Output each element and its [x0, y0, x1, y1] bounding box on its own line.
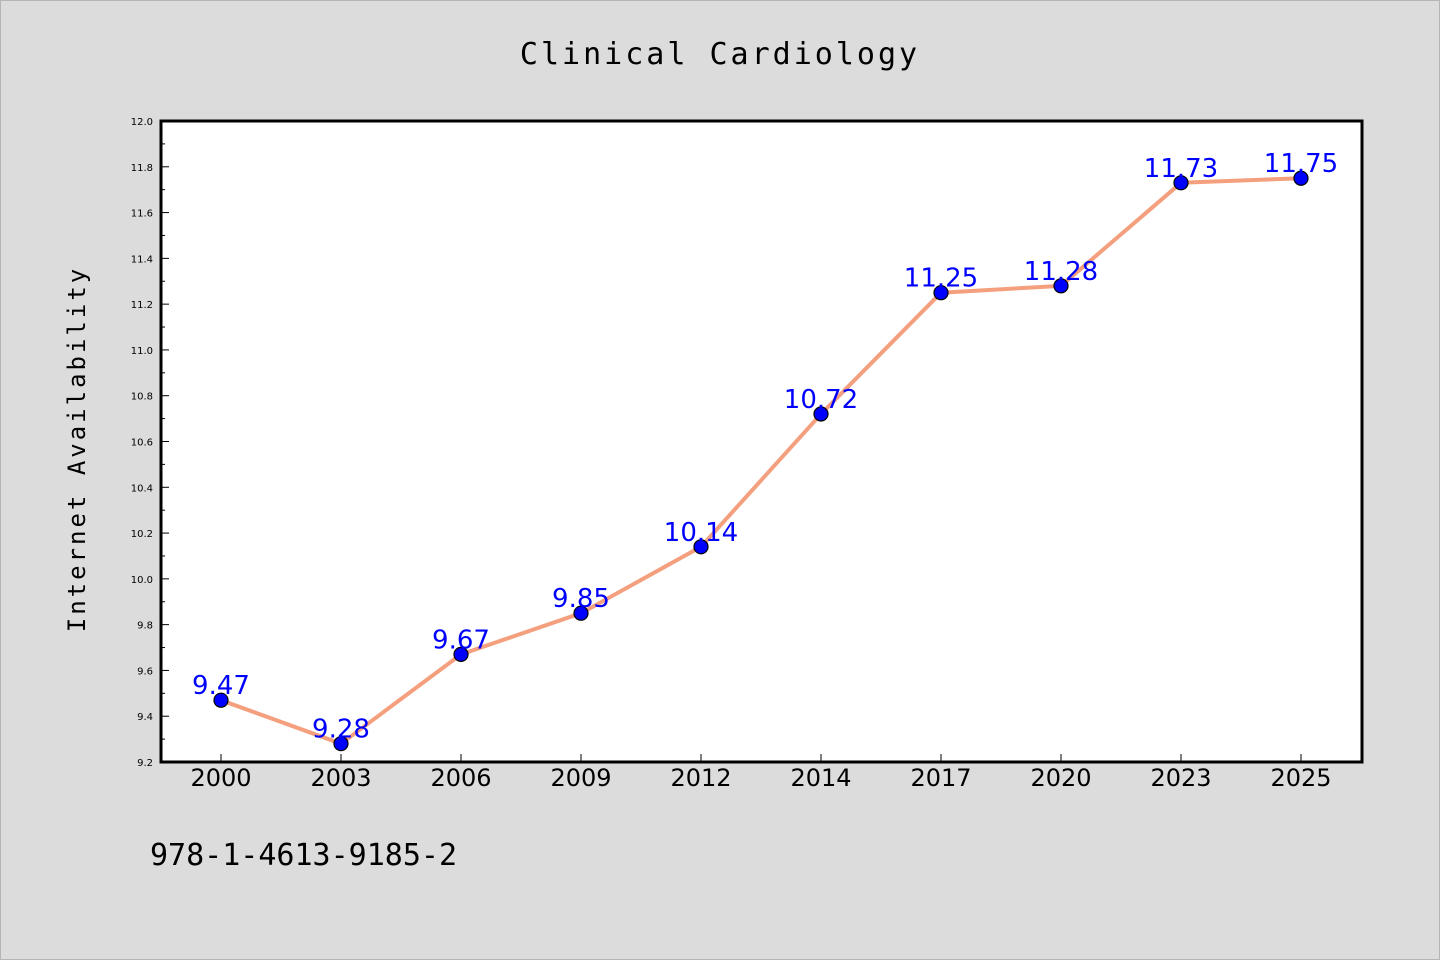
data-point: [1173, 175, 1189, 191]
x-tick-label: 2014: [790, 764, 851, 792]
data-label: 9.67: [432, 625, 490, 655]
y-tick-label: 11.8: [131, 163, 153, 174]
y-tick-label: 11.2: [131, 300, 153, 311]
y-axis-label: Internet Availability: [63, 266, 91, 632]
x-tick-label: 2020: [1030, 764, 1091, 792]
y-tick-label: 9.8: [137, 621, 153, 632]
x-tick-label: 2006: [430, 764, 491, 792]
y-tick-label: 10.8: [131, 392, 153, 403]
y-tick-label: 11.4: [131, 254, 153, 265]
x-axis: 2000 2003 2006 2009 2012 2014 2017 2020 2023 2025: [190, 754, 1332, 792]
data-point: [213, 692, 229, 708]
y-tick-label: 11.6: [131, 209, 153, 220]
series-layer: 9.47 9.28 9.67 9.85 10.14 10.72 11.25 11.28 11.7…: [192, 149, 1338, 752]
data-point: [693, 539, 709, 555]
y-tick-label: 12.0: [131, 117, 153, 128]
y-tick-label: 10.0: [131, 575, 153, 586]
chart-title: Clinical Cardiology: [520, 37, 920, 72]
y-tick-label: 11.0: [131, 346, 153, 357]
data-label: 10.14: [664, 518, 738, 548]
y-tick-label: 10.6: [131, 438, 153, 449]
x-tick-label: 2003: [310, 764, 371, 792]
y-tick-label: 9.6: [137, 666, 153, 677]
y-tick-label: 9.4: [137, 712, 153, 723]
data-point: [453, 646, 469, 663]
y-tick-label: 10.2: [131, 529, 153, 540]
data-point: [1053, 278, 1069, 294]
data-label: 10.72: [784, 385, 858, 415]
data-label: 9.28: [312, 715, 370, 745]
x-tick-label: 2000: [190, 764, 251, 792]
data-point: [573, 605, 589, 621]
isbn-text: 978-1-4613-9185-2: [150, 838, 457, 873]
data-label: 11.28: [1024, 257, 1098, 287]
y-tick-label: 10.4: [131, 483, 153, 494]
series-line: [219, 176, 1303, 746]
data-point: [813, 406, 829, 422]
y-axis: 9.2 9.4 9.6 9.8 10.0 10.2 10.4 10.6 10.8 11.0 11.2…: [131, 117, 169, 769]
y-tick-label: 9.2: [137, 758, 153, 769]
x-tick-label: 2023: [1150, 764, 1211, 792]
data-label: 11.73: [1144, 154, 1218, 184]
data-label: 11.75: [1264, 149, 1338, 179]
x-tick-label: 2025: [1270, 764, 1331, 792]
data-point: [1293, 170, 1309, 186]
plot-area: [159, 119, 1364, 764]
data-label: 11.25: [904, 264, 978, 294]
data-point: [933, 285, 949, 301]
data-point: [333, 736, 349, 752]
x-tick-label: 2009: [550, 764, 611, 792]
x-tick-label: 2017: [910, 764, 971, 792]
x-tick-label: 2012: [670, 764, 731, 792]
data-label: 9.47: [192, 671, 250, 701]
data-label: 9.85: [552, 584, 610, 614]
